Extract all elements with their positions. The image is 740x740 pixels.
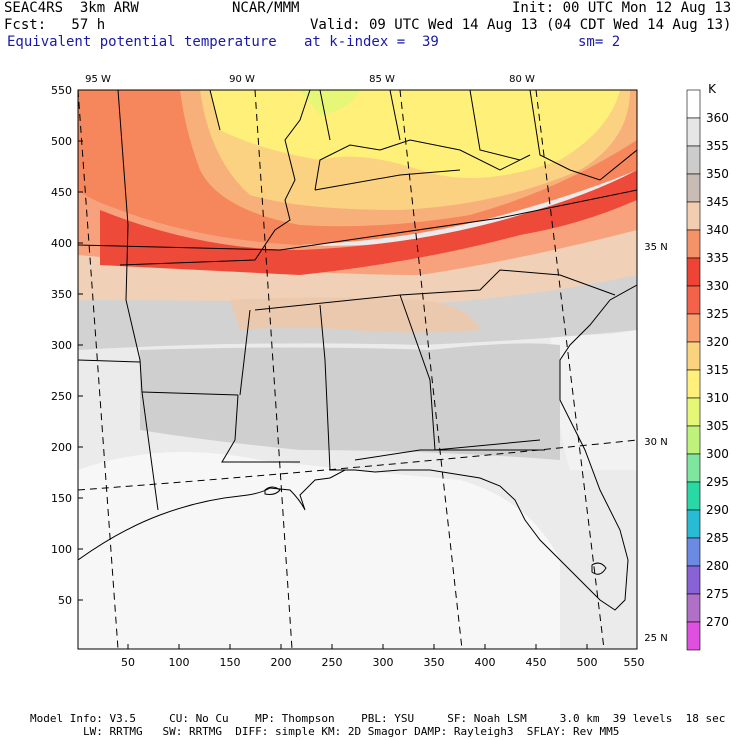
x-tick-label: 450 [526,656,547,669]
map-frame [77,89,638,650]
org-label: NCAR/MMM [232,0,300,16]
valid-time: Valid: 09 UTC Wed 14 Aug 13 (04 CDT Wed … [310,17,732,33]
colorbar-swatch [686,593,701,623]
colorbar-level-label: 360 [706,111,729,125]
colorbar-level-label: 315 [706,363,729,377]
y-tick-label: 400 [51,237,72,250]
x-tick-label: 100 [169,656,190,669]
x-tick-label: 550 [624,656,645,669]
colorbar-swatch [686,537,701,567]
colorbar-level-label: 280 [706,559,729,573]
y-tick-label: 300 [51,339,72,352]
x-tick-label: 400 [475,656,496,669]
colorbar-swatch [686,565,701,595]
y-tick-label: 500 [51,135,72,148]
graticule [78,90,637,649]
colorbar-swatch [686,397,701,427]
colorbar-swatch [686,173,701,203]
colorbar-swatch [686,509,701,539]
y-tick-label: 200 [51,441,72,454]
x-tick-label: 250 [322,656,343,669]
colorbar-level-label: 340 [706,223,729,237]
smoothing-label: sm= 2 [578,34,621,50]
colorbar-swatch [686,313,701,343]
colorbar-level-label: 350 [706,167,729,181]
y-tick-label: 550 [51,84,72,97]
colorbar [686,89,701,651]
x-tick-label: 500 [577,656,598,669]
colorbar-swatch [686,201,701,231]
init-time: Init: 00 UTC Mon 12 Aug 13 [512,0,732,16]
colorbar-swatch [686,425,701,455]
y-tick-label: 250 [51,390,72,403]
x-tick-label: 200 [271,656,292,669]
colorbar-swatch [686,229,701,259]
colorbar-swatch [686,285,701,315]
field-name: Equivalent potential temperature [7,34,277,50]
colorbar-level-label: 320 [706,335,729,349]
y-tick-label: 450 [51,186,72,199]
colorbar-swatch [686,481,701,511]
colorbar-level-label: 275 [706,587,729,601]
colorbar-swatch [686,621,701,651]
x-tick-label: 300 [373,656,394,669]
lon-label: 90 W [229,74,255,85]
y-tick-label: 100 [51,543,72,556]
colorbar-level-label: 285 [706,531,729,545]
model-info-line2: LW: RRTMG SW: RRTMG DIFF: simple KM: 2D … [30,725,620,738]
x-tick-label: 50 [121,656,135,669]
colorbar-level-label: 355 [706,139,729,153]
colorbar-swatch [686,145,701,175]
colorbar-swatch [686,369,701,399]
lon-label: 85 W [369,74,395,85]
theta-e-field [78,90,637,649]
y-tick-label: 150 [51,492,72,505]
colorbar-level-label: 300 [706,447,729,461]
model-info-line1: Model Info: V3.5 CU: No Cu MP: Thompson … [30,712,726,725]
lat-label: 35 N [644,242,667,253]
lat-label: 25 N [644,633,667,644]
colorbar-swatch [686,341,701,371]
x-tick-label: 350 [424,656,445,669]
lon-label: 95 W [85,74,111,85]
colorbar-level-label: 325 [706,307,729,321]
colorbar-level-label: 295 [706,475,729,489]
lat-label: 30 N [644,437,667,448]
colorbar-swatch [686,257,701,287]
colorbar-unit: K [708,82,717,96]
political-boundaries [78,90,637,611]
model-title: SEAC4RS 3km ARW [4,0,139,16]
colorbar-level-label: 345 [706,195,729,209]
colorbar-level-label: 270 [706,615,729,629]
y-tick-label: 350 [51,288,72,301]
colorbar-level-label: 310 [706,391,729,405]
forecast-hour: Fcst: 57 h [4,17,106,33]
colorbar-swatch [686,117,701,147]
x-tick-label: 150 [220,656,241,669]
colorbar-level-label: 305 [706,419,729,433]
colorbar-level-label: 290 [706,503,729,517]
colorbar-swatch [686,89,701,119]
k-index-label: at k-index = 39 [304,34,439,50]
colorbar-level-label: 335 [706,251,729,265]
axis-ticks [78,89,588,649]
colorbar-level-label: 330 [706,279,729,293]
y-tick-label: 50 [58,594,72,607]
lon-label: 80 W [509,74,535,85]
colorbar-swatch [686,453,701,483]
